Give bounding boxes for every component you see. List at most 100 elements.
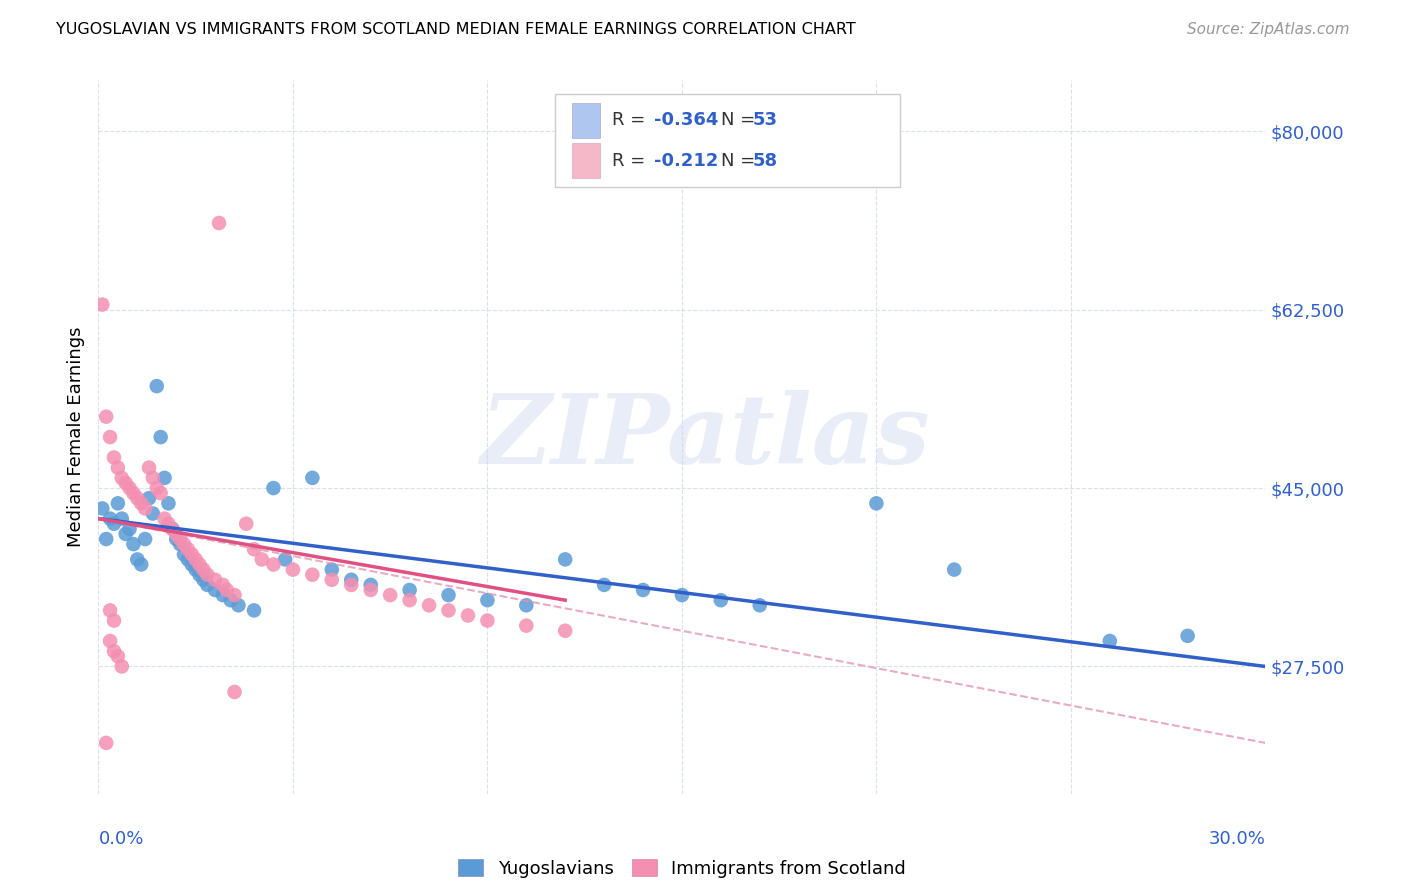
Point (943, 563, 966, 577)
Point (142, 471, 165, 485)
Point (149, 430, 172, 444)
Point (127, 491, 149, 506)
Point (380, 588, 402, 602)
Text: -0.364: -0.364 (654, 112, 718, 129)
Point (129, 496, 152, 510)
Point (142, 507, 165, 521)
Point (184, 552, 207, 566)
Point (418, 599, 440, 613)
Text: R =: R = (612, 152, 657, 169)
Text: N =: N = (721, 152, 761, 169)
Point (91, 297, 114, 311)
Text: 53: 53 (752, 112, 778, 129)
Point (96, 409, 118, 424)
Point (554, 624, 576, 638)
Point (162, 522, 184, 536)
Point (165, 532, 187, 546)
Point (437, 603, 460, 617)
Point (515, 599, 537, 613)
Point (204, 573, 226, 587)
Point (215, 582, 238, 597)
Point (146, 481, 169, 495)
Point (96, 532, 118, 546)
Point (274, 552, 297, 566)
Point (149, 486, 172, 500)
Point (129, 558, 152, 572)
Point (177, 542, 200, 557)
Point (114, 527, 136, 541)
Point (146, 379, 169, 393)
Point (188, 567, 211, 582)
Point (91, 501, 114, 516)
Point (111, 471, 134, 485)
Text: Source: ZipAtlas.com: Source: ZipAtlas.com (1187, 22, 1350, 37)
Point (243, 603, 266, 617)
Point (177, 552, 200, 566)
Point (180, 558, 202, 572)
Point (748, 599, 770, 613)
Text: 0.0%: 0.0% (98, 830, 143, 847)
Point (224, 588, 246, 602)
Point (98, 511, 121, 525)
Point (262, 558, 284, 572)
Point (180, 547, 202, 561)
Point (153, 511, 176, 525)
Point (477, 593, 499, 607)
Point (281, 563, 304, 577)
Point (710, 593, 733, 607)
Point (865, 496, 887, 510)
Legend: Yugoslavians, Immigrants from Scotland: Yugoslavians, Immigrants from Scotland (458, 859, 905, 878)
Point (134, 501, 156, 516)
Point (554, 552, 576, 566)
Point (437, 588, 460, 602)
Point (340, 578, 363, 592)
Point (398, 593, 420, 607)
Point (134, 532, 156, 546)
Point (173, 547, 195, 561)
Point (103, 450, 125, 465)
Point (219, 593, 242, 607)
Point (195, 567, 218, 582)
Point (127, 552, 149, 566)
Text: ZIPatlas: ZIPatlas (481, 390, 929, 484)
Point (208, 216, 231, 230)
Point (98, 634, 121, 648)
Point (301, 567, 323, 582)
Point (111, 511, 134, 525)
Point (224, 685, 246, 699)
Point (321, 563, 343, 577)
Point (212, 578, 235, 592)
Point (193, 573, 215, 587)
Point (157, 516, 180, 531)
Point (457, 608, 479, 623)
Point (204, 582, 226, 597)
Point (195, 578, 218, 592)
Point (111, 659, 134, 673)
Point (173, 537, 195, 551)
Point (321, 573, 343, 587)
Point (340, 573, 363, 587)
Point (188, 558, 211, 572)
Point (98, 430, 121, 444)
Point (153, 471, 176, 485)
Point (593, 578, 616, 592)
Y-axis label: Median Female Earnings: Median Female Earnings (66, 326, 84, 548)
Text: 58: 58 (752, 152, 778, 169)
Point (122, 486, 145, 500)
Point (103, 644, 125, 658)
Point (360, 578, 382, 592)
Point (184, 563, 207, 577)
Point (96, 736, 118, 750)
Text: 30.0%: 30.0% (1209, 830, 1265, 847)
Point (162, 522, 184, 536)
Point (1098, 634, 1121, 648)
Point (138, 491, 160, 506)
Point (118, 522, 141, 536)
Point (118, 481, 141, 495)
Point (262, 481, 284, 495)
Point (107, 496, 129, 510)
Point (138, 460, 160, 475)
Point (169, 532, 191, 546)
Point (193, 563, 215, 577)
Point (165, 527, 187, 541)
